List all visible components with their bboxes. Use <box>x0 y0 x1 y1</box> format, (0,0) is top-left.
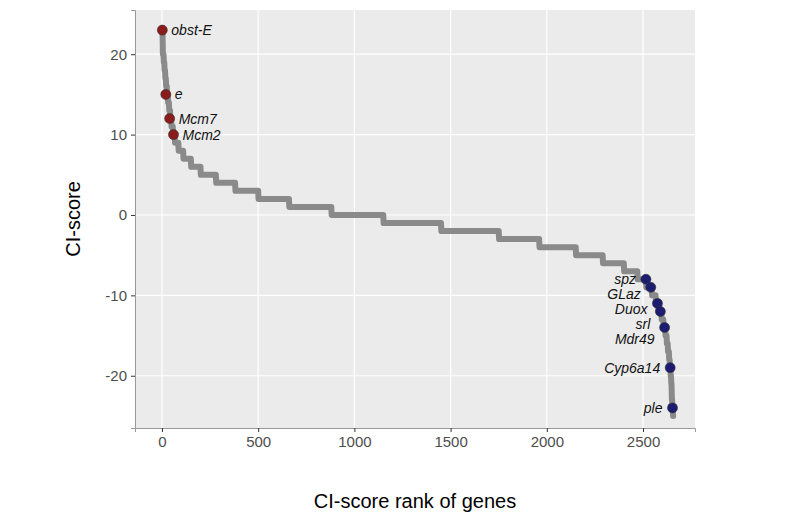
gene-label: Mdr49 <box>615 331 655 347</box>
highlighted-gene <box>161 89 171 99</box>
tick: 0 <box>158 428 166 450</box>
highlighted-gene <box>660 323 670 333</box>
tick: -10 <box>105 287 135 304</box>
gene-label: spz <box>614 271 636 287</box>
highlighted-gene <box>168 130 178 140</box>
highlighted-gene <box>655 306 665 316</box>
tick-label: 0 <box>158 433 166 450</box>
tick-label: 1000 <box>338 433 371 450</box>
tick-label: 10 <box>110 126 127 143</box>
gene-label: Mcm7 <box>179 111 218 127</box>
y-axis-title: CI-score <box>62 181 84 257</box>
tick-label: -20 <box>105 367 127 384</box>
gene-label: Cyp6a14 <box>604 360 660 376</box>
tick-mark <box>451 428 452 432</box>
grid <box>135 10 695 428</box>
grid-line-x <box>450 10 451 428</box>
gene-label: ple <box>643 400 663 416</box>
x-axis: 0 500 1000 1500 2000 2500 <box>136 428 696 450</box>
tick-mark <box>131 54 135 55</box>
tick: 20 <box>110 46 135 63</box>
tick-mark <box>131 215 135 216</box>
grid-line-y <box>135 214 695 215</box>
tick-label: -10 <box>105 287 127 304</box>
gene-label: Mcm2 <box>182 127 220 143</box>
gene-label: Duox <box>615 301 649 317</box>
tick-label: 20 <box>110 46 127 63</box>
tick: 1000 <box>338 428 371 450</box>
tick: 2500 <box>627 428 660 450</box>
tick-label: 2500 <box>627 433 660 450</box>
tick: 2000 <box>531 428 564 450</box>
tick-mark <box>258 428 259 432</box>
tick-mark <box>131 376 135 377</box>
tick-label: 0 <box>119 206 127 223</box>
chart: 0 500 1000 1500 2000 2500 -20 -10 0 10 20 obst-E e Mc… <box>0 0 800 530</box>
tick-label: 500 <box>246 433 271 450</box>
gene-label: GLaz <box>607 286 640 302</box>
axis-line <box>131 11 136 429</box>
y-axis: -20 -10 0 10 20 <box>105 11 135 429</box>
grid-line-y <box>135 54 695 55</box>
tick-mark <box>162 428 163 432</box>
grid-line-x <box>546 10 547 428</box>
x-axis-title: CI-score rank of genes <box>314 490 516 512</box>
tick: 0 <box>119 206 135 223</box>
tick-mark <box>131 135 135 136</box>
ranked-genes-line <box>162 30 673 416</box>
plot: 0 500 1000 1500 2000 2500 -20 -10 0 10 20 obst-E e Mc… <box>105 10 695 450</box>
gene-label: obst-E <box>171 22 212 38</box>
tick-mark <box>643 428 644 432</box>
highlighted-gene <box>646 282 656 292</box>
axis-line <box>136 429 696 433</box>
grid-line-x <box>258 10 259 428</box>
highlighted-gene <box>157 25 167 35</box>
tick-label: 2000 <box>531 433 564 450</box>
point-labels: obst-E e Mcm7Mcm2 spzGLazDuoxsrlMdr49 Cyp6a1… <box>171 22 662 416</box>
panel-background <box>135 10 695 428</box>
grid-line-x <box>354 10 355 428</box>
highlighted-gene <box>665 363 675 373</box>
highlighted-gene <box>165 114 175 124</box>
tick-mark <box>131 295 135 296</box>
tick: 500 <box>246 428 271 450</box>
data-marks <box>157 25 677 416</box>
gene-label: srl <box>636 316 652 332</box>
tick-mark <box>354 428 355 432</box>
highlighted-gene <box>667 403 677 413</box>
tick: 10 <box>110 126 135 143</box>
gene-label: e <box>175 86 183 102</box>
tick-label: 1500 <box>434 433 467 450</box>
tick: 1500 <box>434 428 467 450</box>
tick: -20 <box>105 367 135 384</box>
tick-mark <box>547 428 548 432</box>
